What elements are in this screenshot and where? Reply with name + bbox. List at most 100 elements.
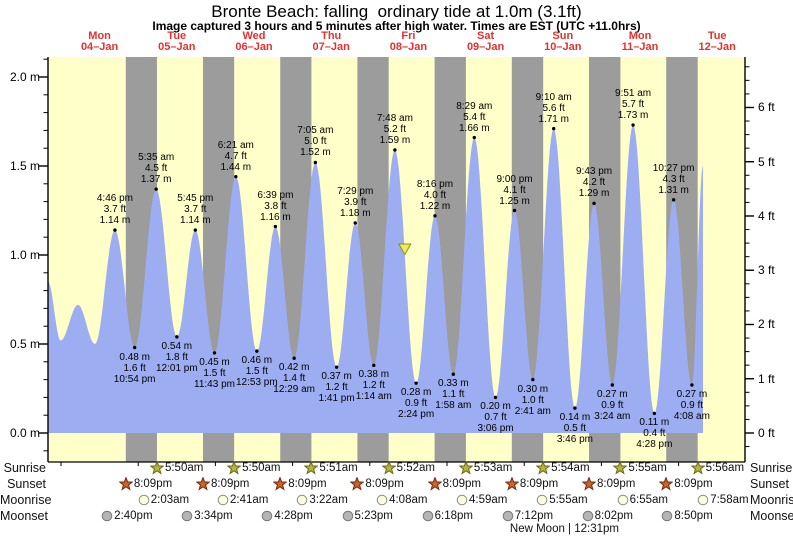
tide-annotation-low: 0.46 m 1.5 ft 12:53 pm xyxy=(235,355,278,389)
moonset-icon xyxy=(582,510,593,522)
tide-annotation-high: 8:16 pm 4.0 ft 1.22 m xyxy=(416,178,454,212)
day-label: Sat 09–Jan xyxy=(466,30,505,53)
tide-annotation-low: 0.27 m 0.9 ft 3:24 am xyxy=(594,388,631,422)
tide-annotation-high: 6:21 am 4.7 ft 1.44 m xyxy=(217,139,254,173)
astro-time-text: 4:08am xyxy=(389,494,428,506)
y-axis-label-right: 0 ft xyxy=(758,426,775,440)
tide-extreme-dot xyxy=(671,198,676,202)
sunset-icon xyxy=(350,477,365,491)
moonrise-icon xyxy=(456,494,468,506)
moonset-row-label: Moonset xyxy=(0,509,48,523)
moonrise-icon xyxy=(697,494,709,506)
tide-extreme-dot xyxy=(512,208,517,213)
moonset-icon xyxy=(662,510,673,522)
tide-extreme-dot xyxy=(175,335,179,339)
chart-subtitle: Image captured 3 hours and 5 minutes aft… xyxy=(152,19,641,33)
tide-annotation-low: 0.11 m 0.4 ft 4:28 pm xyxy=(636,417,673,451)
sunrise-time: 5:56am xyxy=(690,461,745,475)
sunrise-time: 5:51am xyxy=(304,461,358,475)
astro-time-text: 4:28pm xyxy=(274,510,313,522)
tide-annotation-high: 9:10 am 5.6 ft 1.71 m xyxy=(535,91,572,125)
sunset-icon xyxy=(427,477,442,491)
tide-extreme-dot xyxy=(433,214,437,218)
tide-annotation-low: 0.38 m 1.2 ft 1:14 am xyxy=(355,369,392,403)
moonrise-time: 4:59am xyxy=(456,493,507,507)
y-axis-label-left: 0.0 m xyxy=(9,426,40,440)
sunrise-time: 5:50am xyxy=(149,461,204,475)
y-axis-label-right: 4 ft xyxy=(758,208,775,223)
moonset-time: 7:12pm xyxy=(502,509,553,523)
sunrise-icon xyxy=(381,461,396,475)
tide-annotation-low: 0.45 m 1.5 ft 11:43 pm xyxy=(194,356,235,390)
moonset-icon xyxy=(181,510,193,522)
tide-extreme-dot xyxy=(531,377,535,382)
tide-extreme-dot xyxy=(631,123,635,127)
y-axis-label-right: 3 ft xyxy=(758,263,775,278)
astro-time-text: 5:50am xyxy=(164,462,204,474)
day-label: Fri 08–Jan xyxy=(389,30,428,53)
day-label: Sun 10–Jan xyxy=(544,30,582,53)
sunrise-time: 5:54am xyxy=(536,461,590,475)
sunrise-time: 5:52am xyxy=(381,461,435,475)
tide-annotation-high: 6:39 pm 3.8 ft 1.16 m xyxy=(257,189,294,223)
tide-annotation-high: 7:05 am 5.0 ft 1.52 m xyxy=(297,125,334,159)
sunset-time: 8:09pm xyxy=(659,477,713,491)
sunset-time: 8:09pm xyxy=(582,477,635,491)
astro-time-text: 5:53am xyxy=(473,462,513,474)
moonset-time: 6:18pm xyxy=(422,509,473,523)
moonrise-row-label: Moonrise xyxy=(0,493,52,507)
sunset-time: 8:09pm xyxy=(196,477,249,491)
y-axis-label-right: 2 ft xyxy=(758,317,775,332)
day-label: Thu 07–Jan xyxy=(312,30,350,53)
tide-extreme-dot xyxy=(255,349,259,353)
day-label: Tue 12–Jan xyxy=(698,30,736,53)
moon-phase-label: New Moon | 12:31pm xyxy=(509,523,620,535)
sunset-time: 8:09pm xyxy=(118,477,173,491)
sunrise-time: 5:53am xyxy=(458,461,513,475)
astro-time-text: 5:56am xyxy=(705,462,745,474)
sunrise-icon xyxy=(149,461,164,475)
moonrise-time: 6:55am xyxy=(617,493,668,507)
sunrise-time: 5:55am xyxy=(613,461,667,475)
tide-extreme-dot xyxy=(234,174,238,179)
tide-extreme-dot xyxy=(313,160,318,165)
tide-extreme-dot xyxy=(113,228,117,232)
tide-annotation-high: 7:48 am 5.2 ft 1.59 m xyxy=(376,112,413,146)
tide-extreme-dot xyxy=(592,201,596,206)
tide-extreme-dot xyxy=(610,383,615,387)
astro-time-text: 8:09pm xyxy=(133,478,173,490)
tide-annotation-high: 4:46 pm 3.7 ft 1.14 m xyxy=(96,193,133,227)
sunrise-icon xyxy=(536,461,551,475)
astro-time-text: 6:18pm xyxy=(434,510,474,522)
tide-extreme-dot xyxy=(154,187,158,191)
sunset-time: 8:09pm xyxy=(427,477,481,491)
moonrise-icon xyxy=(536,494,548,506)
moonrise-time: 7:58am xyxy=(697,493,749,507)
tide-extreme-dot xyxy=(551,126,556,131)
tide-extreme-dot xyxy=(652,411,657,416)
moonrise-icon xyxy=(376,494,388,506)
sunset-icon xyxy=(273,477,288,491)
moonset-icon xyxy=(101,510,113,522)
tide-extreme-dot xyxy=(353,221,357,225)
astro-time-text: 4:59am xyxy=(469,494,508,506)
sunrise-time: 5:50am xyxy=(227,461,281,475)
astro-time-text: 2:03am xyxy=(150,494,190,506)
tide-extreme-dot xyxy=(334,365,339,369)
y-axis-label-right: 5 ft xyxy=(758,154,775,169)
tide-extreme-dot xyxy=(193,228,197,232)
sunset-icon xyxy=(504,477,519,491)
y-axis-label-left: 1.0 m xyxy=(9,248,40,262)
tide-extreme-dot xyxy=(132,345,137,350)
sunrise-icon xyxy=(227,461,242,475)
moonrise-time: 2:03am xyxy=(138,493,189,507)
moonset-row-label: Moonset xyxy=(750,509,793,523)
tide-annotation-low: 0.27 m 0.9 ft 4:08 am xyxy=(673,388,710,422)
moonset-time: 5:23pm xyxy=(342,509,393,523)
sunrise-icon xyxy=(613,461,628,475)
moonrise-time: 2:41am xyxy=(217,493,268,507)
moonset-icon xyxy=(342,510,353,522)
moonset-time: 3:34pm xyxy=(181,509,233,523)
astro-time-text: 5:55am xyxy=(549,494,588,506)
